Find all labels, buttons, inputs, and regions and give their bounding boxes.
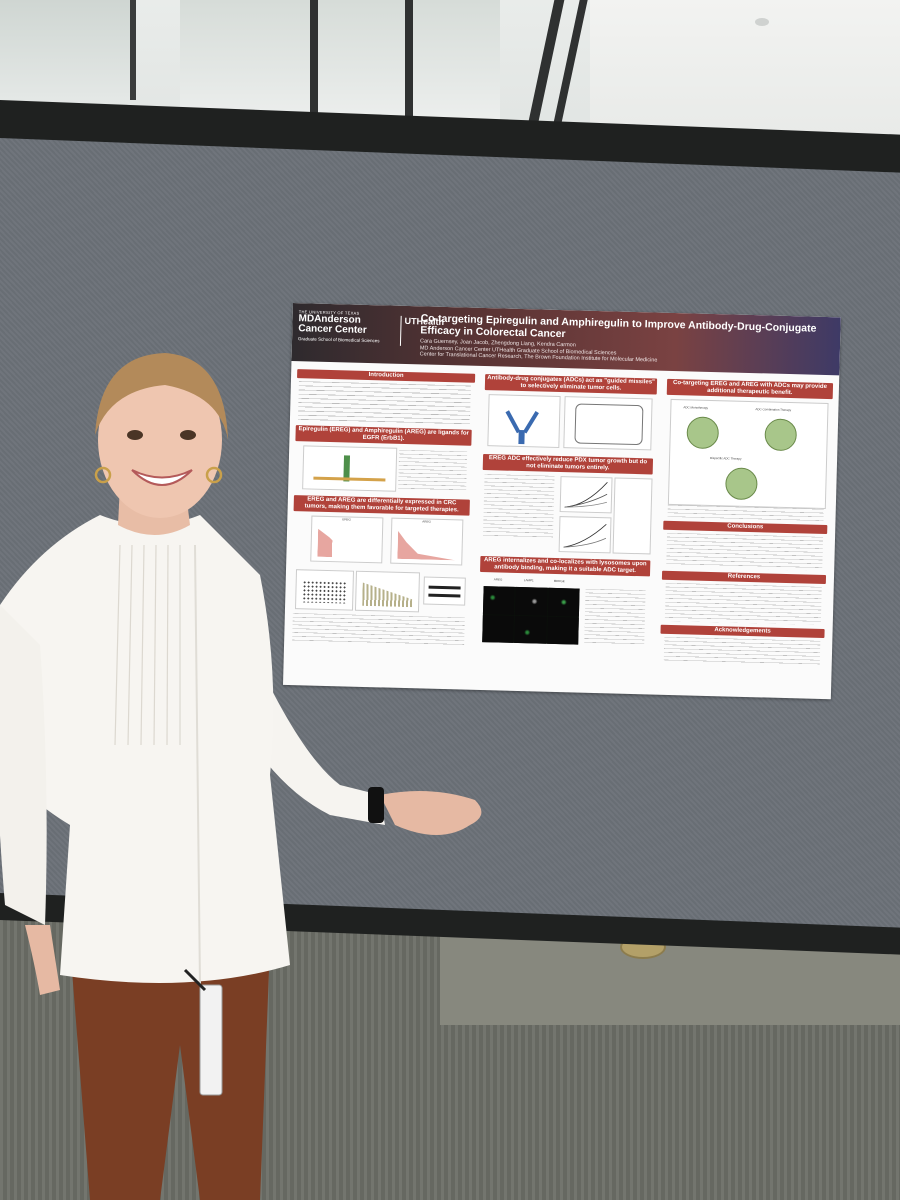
growth-curves [563, 523, 607, 548]
white-blouse [0, 515, 290, 983]
microscopy-cell [547, 587, 580, 617]
microscopy-cell [514, 615, 547, 644]
conclusions-text [666, 532, 824, 571]
face [98, 362, 222, 518]
hoop-earring [205, 466, 223, 484]
microscopy-cell [546, 616, 579, 645]
hoop-earring [94, 466, 112, 484]
left-eye [127, 430, 143, 440]
poster-column-3: Co-targeting EREG and AREG with ADCs may… [659, 378, 834, 693]
figure-caption-text [482, 474, 555, 540]
hair [95, 353, 228, 440]
smartwatch [368, 787, 384, 823]
section-heading: Co-targeting EREG and AREG with ADCs may… [666, 378, 834, 400]
microscopy-cell [515, 586, 548, 616]
blouse-pleats [114, 544, 181, 746]
research-poster: THE UNIVERSITY OF TEXAS MDAnderson Cance… [283, 303, 841, 700]
section-heading: References [661, 570, 827, 585]
antibody-stem [518, 429, 525, 445]
window-mullion [310, 0, 318, 130]
tumor-cell-shape [686, 416, 720, 450]
section-heading: Antibody-drug conjugates (ADCs) act as "… [484, 374, 658, 395]
panel-label: ADC Combination Therapy [755, 407, 792, 413]
right-eye [180, 430, 196, 440]
brown-pants [70, 945, 270, 1200]
logo-text: Cancer Center [298, 323, 367, 336]
window-left [0, 0, 136, 100]
section-heading: EREG ADC effectively reduce PDX tumor gr… [482, 454, 654, 475]
adc-antibody-diagram [487, 394, 561, 449]
ceiling-light-icon [755, 18, 769, 26]
microscopy-images [482, 586, 580, 645]
panel-label: Bispecific ADC Therapy [710, 455, 742, 461]
poster-column-2: Antibody-drug conjugates (ADCs) act as "… [477, 374, 658, 688]
cell-outline [574, 403, 644, 446]
figure-caption-text [584, 588, 646, 647]
tumor-cell-shape [764, 418, 798, 452]
md-anderson-logo: THE UNIVERSITY OF TEXAS MDAnderson Cance… [298, 309, 403, 350]
tumor-growth-plot [559, 476, 613, 514]
panel-label: MERGE [553, 578, 565, 584]
window-mullion [405, 0, 413, 130]
tumor-cell-shape [725, 467, 758, 501]
panel-label: ADC Monotherapy [683, 405, 709, 410]
section-heading: Conclusions [663, 520, 828, 535]
therapy-diagram: ADC Monotherapy ADC Combination Therapy … [667, 398, 829, 510]
tumor-volume-plot [612, 477, 653, 555]
badge-clip [183, 968, 207, 992]
left-hand [25, 925, 60, 995]
button-placket [194, 544, 201, 986]
shirt-sleeve-left [0, 605, 47, 925]
smile [131, 469, 193, 486]
tumor-growth-plot [558, 516, 612, 554]
id-badge [199, 984, 223, 1096]
references-text [664, 582, 822, 625]
logo-text: Graduate School of Biomedical Sciences [298, 336, 380, 344]
section-heading: AREG internalizes and co-localizes with … [480, 555, 651, 577]
adc-mechanism-diagram [563, 396, 653, 451]
antibody-arm [522, 410, 539, 434]
growth-curves [564, 482, 608, 508]
acknowledgements-text [663, 636, 821, 665]
presenter-person [0, 353, 482, 1200]
panel-label: AREG [493, 577, 503, 582]
hand-pointing [380, 791, 482, 835]
panel-label: LAMP1 [523, 578, 534, 583]
section-heading: Acknowledgements [660, 624, 825, 639]
